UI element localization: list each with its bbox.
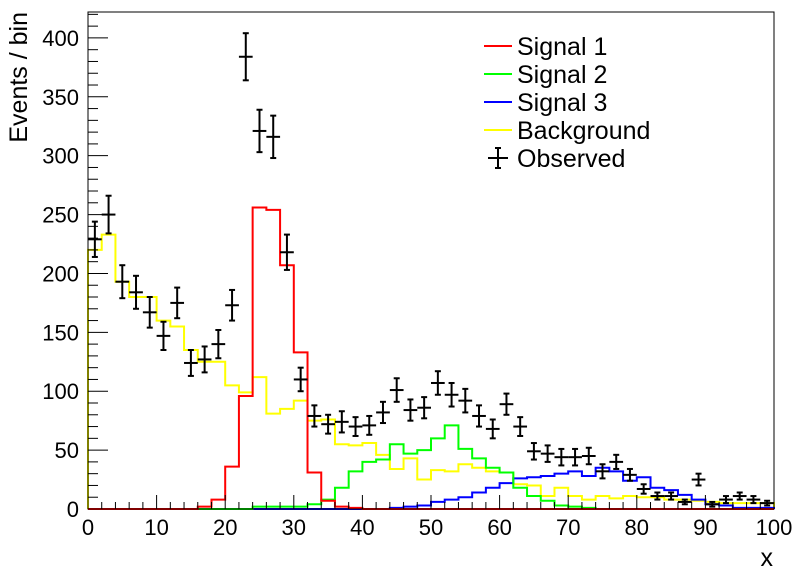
observed-point [595,463,610,480]
observed-point [88,220,102,258]
observed-point [746,495,761,505]
observed-point [156,320,171,352]
observed-point [458,387,473,414]
y-tick-label: 250 [42,203,79,228]
observed-point [225,288,239,322]
x-tick-label: 90 [693,515,717,540]
observed-point [664,491,678,501]
observed-point [554,447,569,467]
y-tick-label: 150 [42,320,79,345]
observed-point [238,32,253,82]
x-tick-label: 40 [350,515,374,540]
legend-entry: Signal 2 [484,61,607,89]
observed-point [650,491,665,501]
observed-point [376,400,390,425]
observed-point [280,233,294,271]
x-tick-label: 70 [556,515,580,540]
x-tick-label: 100 [756,515,793,540]
observed-point [760,499,774,507]
observed-point [677,498,692,506]
observed-point [513,416,528,437]
observed-point [129,274,143,310]
legend-entry: Signal 1 [484,33,607,61]
x-tick-label: 60 [487,515,511,540]
y-axis-title: Events / bin [5,12,33,143]
observed-point [170,286,185,320]
observed-point [472,404,486,428]
observed-point [403,398,418,422]
observed-point [266,114,281,160]
legend-entry: Background [484,117,650,145]
plot-frame [87,11,775,510]
observed-point [636,483,651,495]
observed-point [705,500,720,508]
observed-point [691,472,706,487]
observed-point [389,377,404,403]
legend-label: Observed [517,145,625,173]
y-tick-label: 400 [42,26,79,51]
legend-entry: Signal 3 [484,89,607,117]
legend-label: Background [517,117,650,145]
legend-label: Signal 1 [517,33,607,61]
observed-point [211,328,226,360]
x-tick-label: 20 [213,515,237,540]
observed-point [321,413,335,435]
observed-point [362,414,377,436]
x-tick-label: 30 [282,515,306,540]
series-layer [87,32,775,510]
observed-point [115,264,130,300]
observed-point [307,404,322,428]
x-tick-label: 0 [82,515,94,540]
observed-point [609,453,624,470]
y-tick-label: 200 [42,261,79,286]
observed-point [444,381,459,408]
observed-point [485,418,500,440]
observed-point [184,349,198,377]
observed-point [719,495,733,505]
observed-point [581,446,596,466]
observed-point [499,392,514,416]
observed-point [431,370,445,396]
legend-label: Signal 2 [517,61,607,89]
y-tick-label: 350 [42,85,79,110]
observed-point [197,345,212,374]
y-tick-label: 100 [42,379,79,404]
observed-point [568,447,582,467]
x-tick-label: 50 [419,515,443,540]
y-tick-label: 0 [67,497,79,522]
observed-point [623,467,637,482]
observed-point [334,410,349,434]
observed-point [540,444,555,463]
observed-point [417,396,431,420]
observed-point [732,491,747,501]
legend-swatch [488,147,508,169]
axes-layer: 0 10 20 30 40 50 60 70 80 90 100 0 50 100 150 200 250 300… [42,11,793,540]
observed-point [527,442,541,461]
legend-label: Signal 3 [517,89,607,117]
x-axis-title: x [761,544,774,572]
x-tick-label: 80 [625,515,649,540]
x-tick-label: 10 [144,515,168,540]
observed-point [252,108,267,154]
legend-entry: Observed [488,145,625,173]
y-tick-label: 50 [55,438,79,463]
observed-point [101,194,116,235]
observed-point [142,296,157,329]
observed-point [348,416,363,437]
observed-point [293,366,308,393]
y-tick-label: 300 [42,144,79,169]
